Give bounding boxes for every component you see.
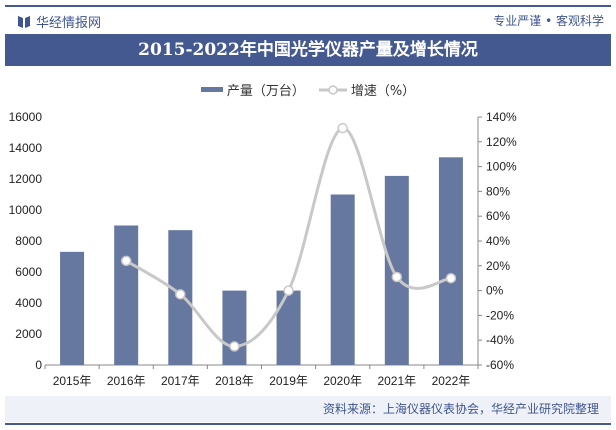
growth-point <box>337 122 348 134</box>
growth-line <box>125 126 452 348</box>
right-tick-label: 120% <box>486 135 517 149</box>
right-tick-label: 140% <box>486 110 517 124</box>
growth-point <box>283 285 294 296</box>
right-tick-label: 40% <box>486 234 510 248</box>
x-tick-label: 2015年 <box>53 374 92 388</box>
right-tick-label: 100% <box>486 160 517 174</box>
left-tick-label: 4000 <box>15 296 42 310</box>
legend: 产量（万台） 增速（%） <box>0 80 616 99</box>
right-tick-label: -60% <box>486 358 514 372</box>
x-tick-label: 2021年 <box>377 374 416 388</box>
legend-item-production: 产量（万台） <box>200 80 305 99</box>
x-tick-label: 2019年 <box>269 374 308 388</box>
right-tick-label: 80% <box>486 184 510 198</box>
top-divider <box>5 5 611 7</box>
x-tick-label: 2018年 <box>215 374 254 388</box>
left-tick-label: 6000 <box>15 265 42 279</box>
bottom-divider <box>5 423 611 425</box>
x-tick-label: 2022年 <box>432 374 471 388</box>
right-tick-label: 0% <box>486 284 504 298</box>
right-tick-label: 20% <box>486 259 510 273</box>
x-tick-label: 2020年 <box>323 374 362 388</box>
bar <box>384 175 409 365</box>
bar <box>60 251 85 365</box>
x-tick-label: 2016年 <box>107 374 146 388</box>
legend-line-swatch <box>318 84 347 95</box>
growth-point <box>120 255 132 267</box>
left-tick-label: 10000 <box>9 203 43 217</box>
bar <box>222 290 247 365</box>
left-tick-label: 8000 <box>15 234 42 248</box>
legend-label: 产量（万台） <box>226 84 305 99</box>
legend-label: 增速（%） <box>350 84 416 99</box>
right-tick-label: -40% <box>486 333 514 347</box>
left-tick-label: 12000 <box>9 172 43 186</box>
left-tick-label: 2000 <box>15 327 42 341</box>
left-tick-label: 0 <box>35 358 42 372</box>
x-tick-label: 2017年 <box>161 374 200 388</box>
chart-area: 0 2000 4000 6000 8000 10000 12000 14000 16000 -60… <box>9 110 517 388</box>
growth-point <box>445 272 457 284</box>
legend-bar-swatch <box>200 87 223 92</box>
growth-point <box>391 271 403 283</box>
bar <box>276 290 301 365</box>
growth-point <box>175 289 186 300</box>
chart-title: 2015-2022年中国光学仪器产量及增长情况 <box>5 34 611 66</box>
right-tick-label: 60% <box>486 209 510 223</box>
source-note: 资料来源：上海仪器仪表协会，华经产业研究院整理 <box>5 396 611 422</box>
slogan: 专业严谨 • 客观科学 <box>493 14 604 28</box>
bar <box>330 194 355 365</box>
growth-point <box>229 341 240 352</box>
brand: 华经情报网 <box>18 12 101 31</box>
brand-logo-icon <box>18 15 30 28</box>
brand-name: 华经情报网 <box>36 16 102 31</box>
left-tick-label: 16000 <box>9 110 43 124</box>
right-tick-label: -20% <box>486 308 514 322</box>
legend-item-growth: 增速（%） <box>318 80 416 99</box>
bar <box>114 225 139 365</box>
left-tick-label: 14000 <box>9 141 43 155</box>
bar <box>438 157 463 365</box>
